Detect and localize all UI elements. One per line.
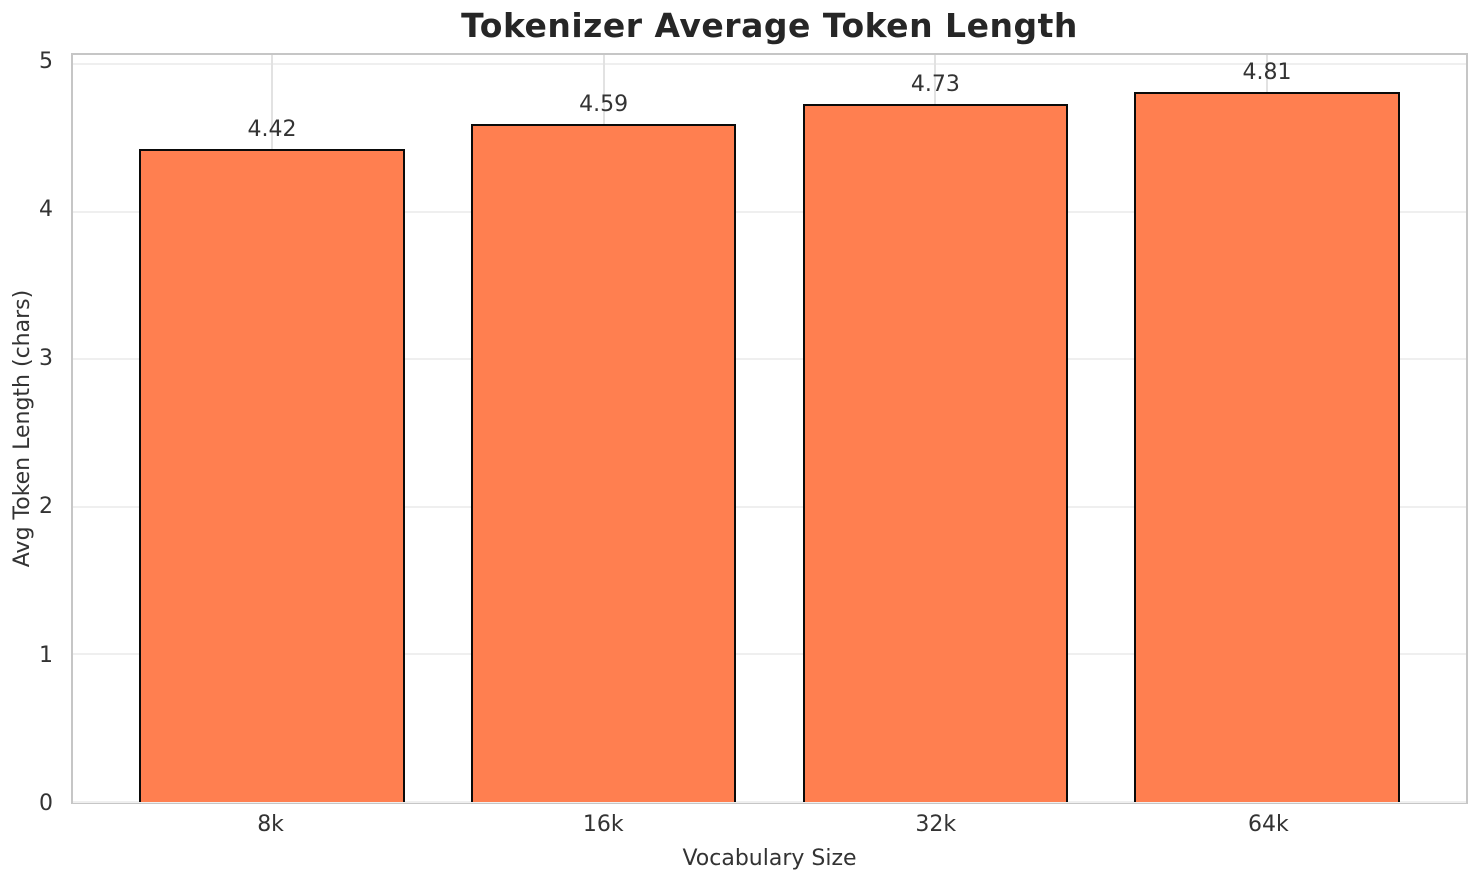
y-tick-label: 3 — [39, 345, 53, 371]
bar-value-label: 4.42 — [247, 117, 297, 143]
bar-64k — [1134, 91, 1400, 802]
x-axis-label: Vocabulary Size — [682, 846, 857, 871]
horizontal-gridline — [73, 210, 1466, 213]
x-tick-label: 32k — [915, 812, 957, 837]
bar-value-label: 4.59 — [579, 92, 629, 118]
x-tick-labels: 8k 16k 32k 64k — [71, 814, 1468, 844]
bar-16k — [471, 124, 737, 802]
horizontal-gridline — [73, 358, 1466, 361]
y-tick-label: 4 — [39, 197, 53, 223]
horizontal-gridline — [73, 653, 1466, 656]
bar-value-label: 4.81 — [1242, 59, 1292, 85]
x-tick-label: 8k — [257, 812, 284, 837]
plot-area: 4.42 4.59 4.73 4.81 — [71, 53, 1468, 804]
bar-value-label: 4.73 — [910, 71, 960, 97]
y-tick-label: 2 — [39, 494, 53, 520]
horizontal-gridline — [73, 62, 1466, 65]
y-tick-label: 1 — [39, 642, 53, 668]
y-tick-labels: 0 1 2 3 4 5 — [0, 48, 62, 814]
bar-8k — [139, 149, 405, 802]
y-tick-label: 5 — [39, 48, 53, 74]
y-tick-label: 0 — [39, 791, 53, 816]
horizontal-gridline — [73, 801, 1466, 803]
x-tick-label: 64k — [1248, 812, 1289, 837]
horizontal-gridline — [73, 505, 1466, 508]
x-tick-label: 16k — [582, 812, 624, 837]
bar-32k — [802, 103, 1068, 802]
chart-title: Tokenizer Average Token Length — [461, 6, 1078, 45]
